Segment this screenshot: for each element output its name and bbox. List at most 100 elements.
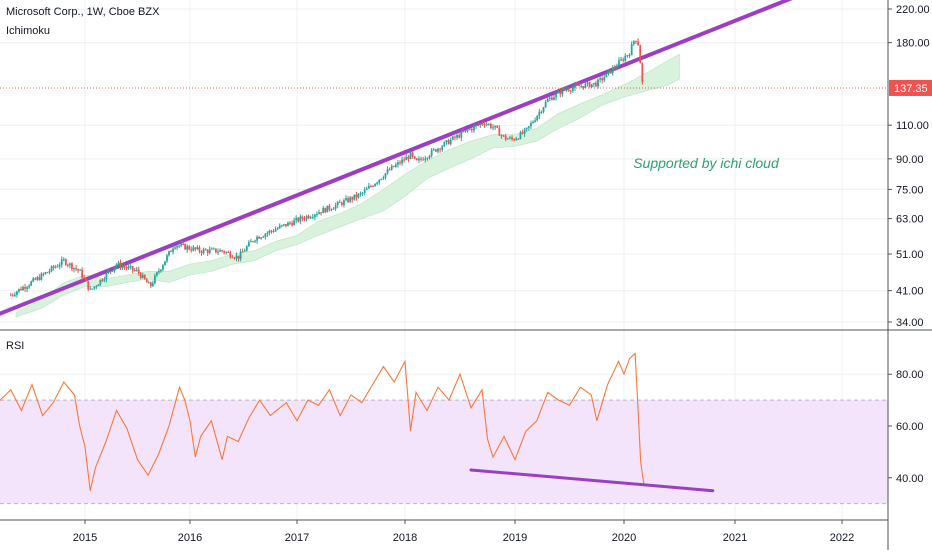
candle-body	[64, 259, 67, 265]
indicator-label[interactable]: Ichimoku	[6, 25, 51, 37]
candle-body	[630, 44, 633, 56]
ichimoku-cloud	[15, 53, 680, 318]
candle-body	[603, 77, 606, 81]
time-tick-label: 2019	[503, 532, 527, 544]
candle-body	[194, 247, 197, 250]
price-tick-label: 90.00	[896, 154, 924, 166]
candle-body	[307, 215, 310, 219]
chart-legend: Microsoft Corp., 1W, Cboe BZX Ichimoku	[6, 5, 159, 38]
time-axis-bg	[0, 520, 932, 550]
candle-body	[548, 97, 551, 99]
candle-body	[231, 257, 234, 259]
candle-body	[56, 266, 59, 268]
candle-body	[158, 271, 160, 273]
candle-body	[326, 205, 329, 213]
candle-body	[613, 67, 616, 69]
candle-body	[266, 232, 269, 235]
time-tick-label: 2018	[393, 532, 417, 544]
candle-body	[413, 156, 416, 159]
candle-body	[376, 182, 379, 184]
candle-body	[18, 288, 20, 292]
candle-body	[550, 97, 553, 100]
candle-body	[468, 128, 471, 130]
candle-body	[492, 127, 494, 129]
rsi-tick-label: 80.00	[896, 369, 924, 381]
symbol-title[interactable]: Microsoft Corp., 1W, Cboe BZX	[6, 6, 160, 18]
candle-body	[135, 269, 138, 271]
ichimoku-cloud-area	[15, 53, 680, 318]
candle-body	[365, 188, 368, 190]
candle-body	[34, 278, 37, 280]
candle-body	[168, 251, 170, 256]
candle-body	[83, 277, 86, 279]
candle-body	[511, 137, 513, 140]
candle-body	[609, 70, 612, 74]
candle-body	[11, 294, 14, 296]
candle-body	[584, 83, 587, 89]
candle-body	[256, 236, 258, 241]
candle-body	[155, 272, 158, 276]
candle-body	[188, 246, 191, 250]
candle-body	[93, 286, 96, 289]
rsi-pane-label[interactable]: RSI	[6, 340, 25, 352]
candle-body	[567, 89, 570, 91]
candle-body	[615, 66, 618, 68]
candle-body	[268, 230, 271, 233]
candle-body	[141, 274, 144, 278]
candle-body	[9, 294, 12, 296]
candle-body	[470, 128, 473, 131]
candle-body	[639, 45, 642, 64]
candle-body	[496, 125, 499, 128]
candle-body	[451, 136, 454, 140]
candle-body	[123, 266, 126, 268]
candle-body	[295, 217, 298, 221]
candle-body	[336, 201, 339, 206]
candle-body	[221, 250, 223, 252]
rsi-trendline-layer[interactable]	[469, 468, 715, 493]
annotation-layer[interactable]: Supported by ichi cloud	[633, 155, 780, 171]
candle-body	[186, 246, 189, 250]
candle-body	[299, 216, 302, 222]
rsi-tick-label: 40.00	[896, 473, 924, 485]
annotation-text[interactable]: Supported by ichi cloud	[633, 155, 780, 171]
candle-body	[20, 288, 22, 291]
candle-body	[241, 251, 244, 253]
candle-body	[458, 134, 461, 138]
rsi-trendline[interactable]	[469, 468, 715, 493]
candle-body	[196, 247, 199, 250]
candle-body	[504, 135, 507, 140]
last-price-label: 137.35	[894, 83, 928, 95]
candle-body	[397, 162, 399, 165]
candle-body	[374, 183, 376, 187]
rsi-tick-label: 60.00	[896, 421, 924, 433]
candle-body	[190, 249, 193, 251]
price-tick-label: 51.00	[896, 249, 924, 261]
candle-body	[276, 228, 279, 230]
candle-body	[424, 158, 427, 161]
candle-body	[500, 135, 503, 137]
price-trendline-layer[interactable]	[0, 0, 810, 322]
candle-body	[38, 277, 41, 280]
candle-body	[52, 266, 55, 268]
candle-body	[574, 84, 576, 88]
rsi-band	[0, 399, 888, 505]
candle-body	[580, 86, 583, 88]
candle-body	[454, 136, 456, 138]
price-trendline[interactable]	[0, 0, 810, 322]
candle-body	[494, 125, 497, 128]
candle-body	[219, 250, 221, 252]
candle-body	[601, 78, 604, 81]
candle-body	[16, 291, 18, 295]
candle-body	[409, 152, 412, 159]
candle-body	[546, 98, 549, 102]
candle-body	[334, 205, 337, 209]
candle-body	[42, 273, 45, 275]
price-tick-label: 63.00	[896, 214, 924, 226]
candle-body	[79, 269, 82, 271]
candle-body	[357, 193, 360, 198]
candle-body	[40, 273, 43, 280]
candle-body	[349, 197, 352, 202]
candle-body	[597, 79, 599, 87]
